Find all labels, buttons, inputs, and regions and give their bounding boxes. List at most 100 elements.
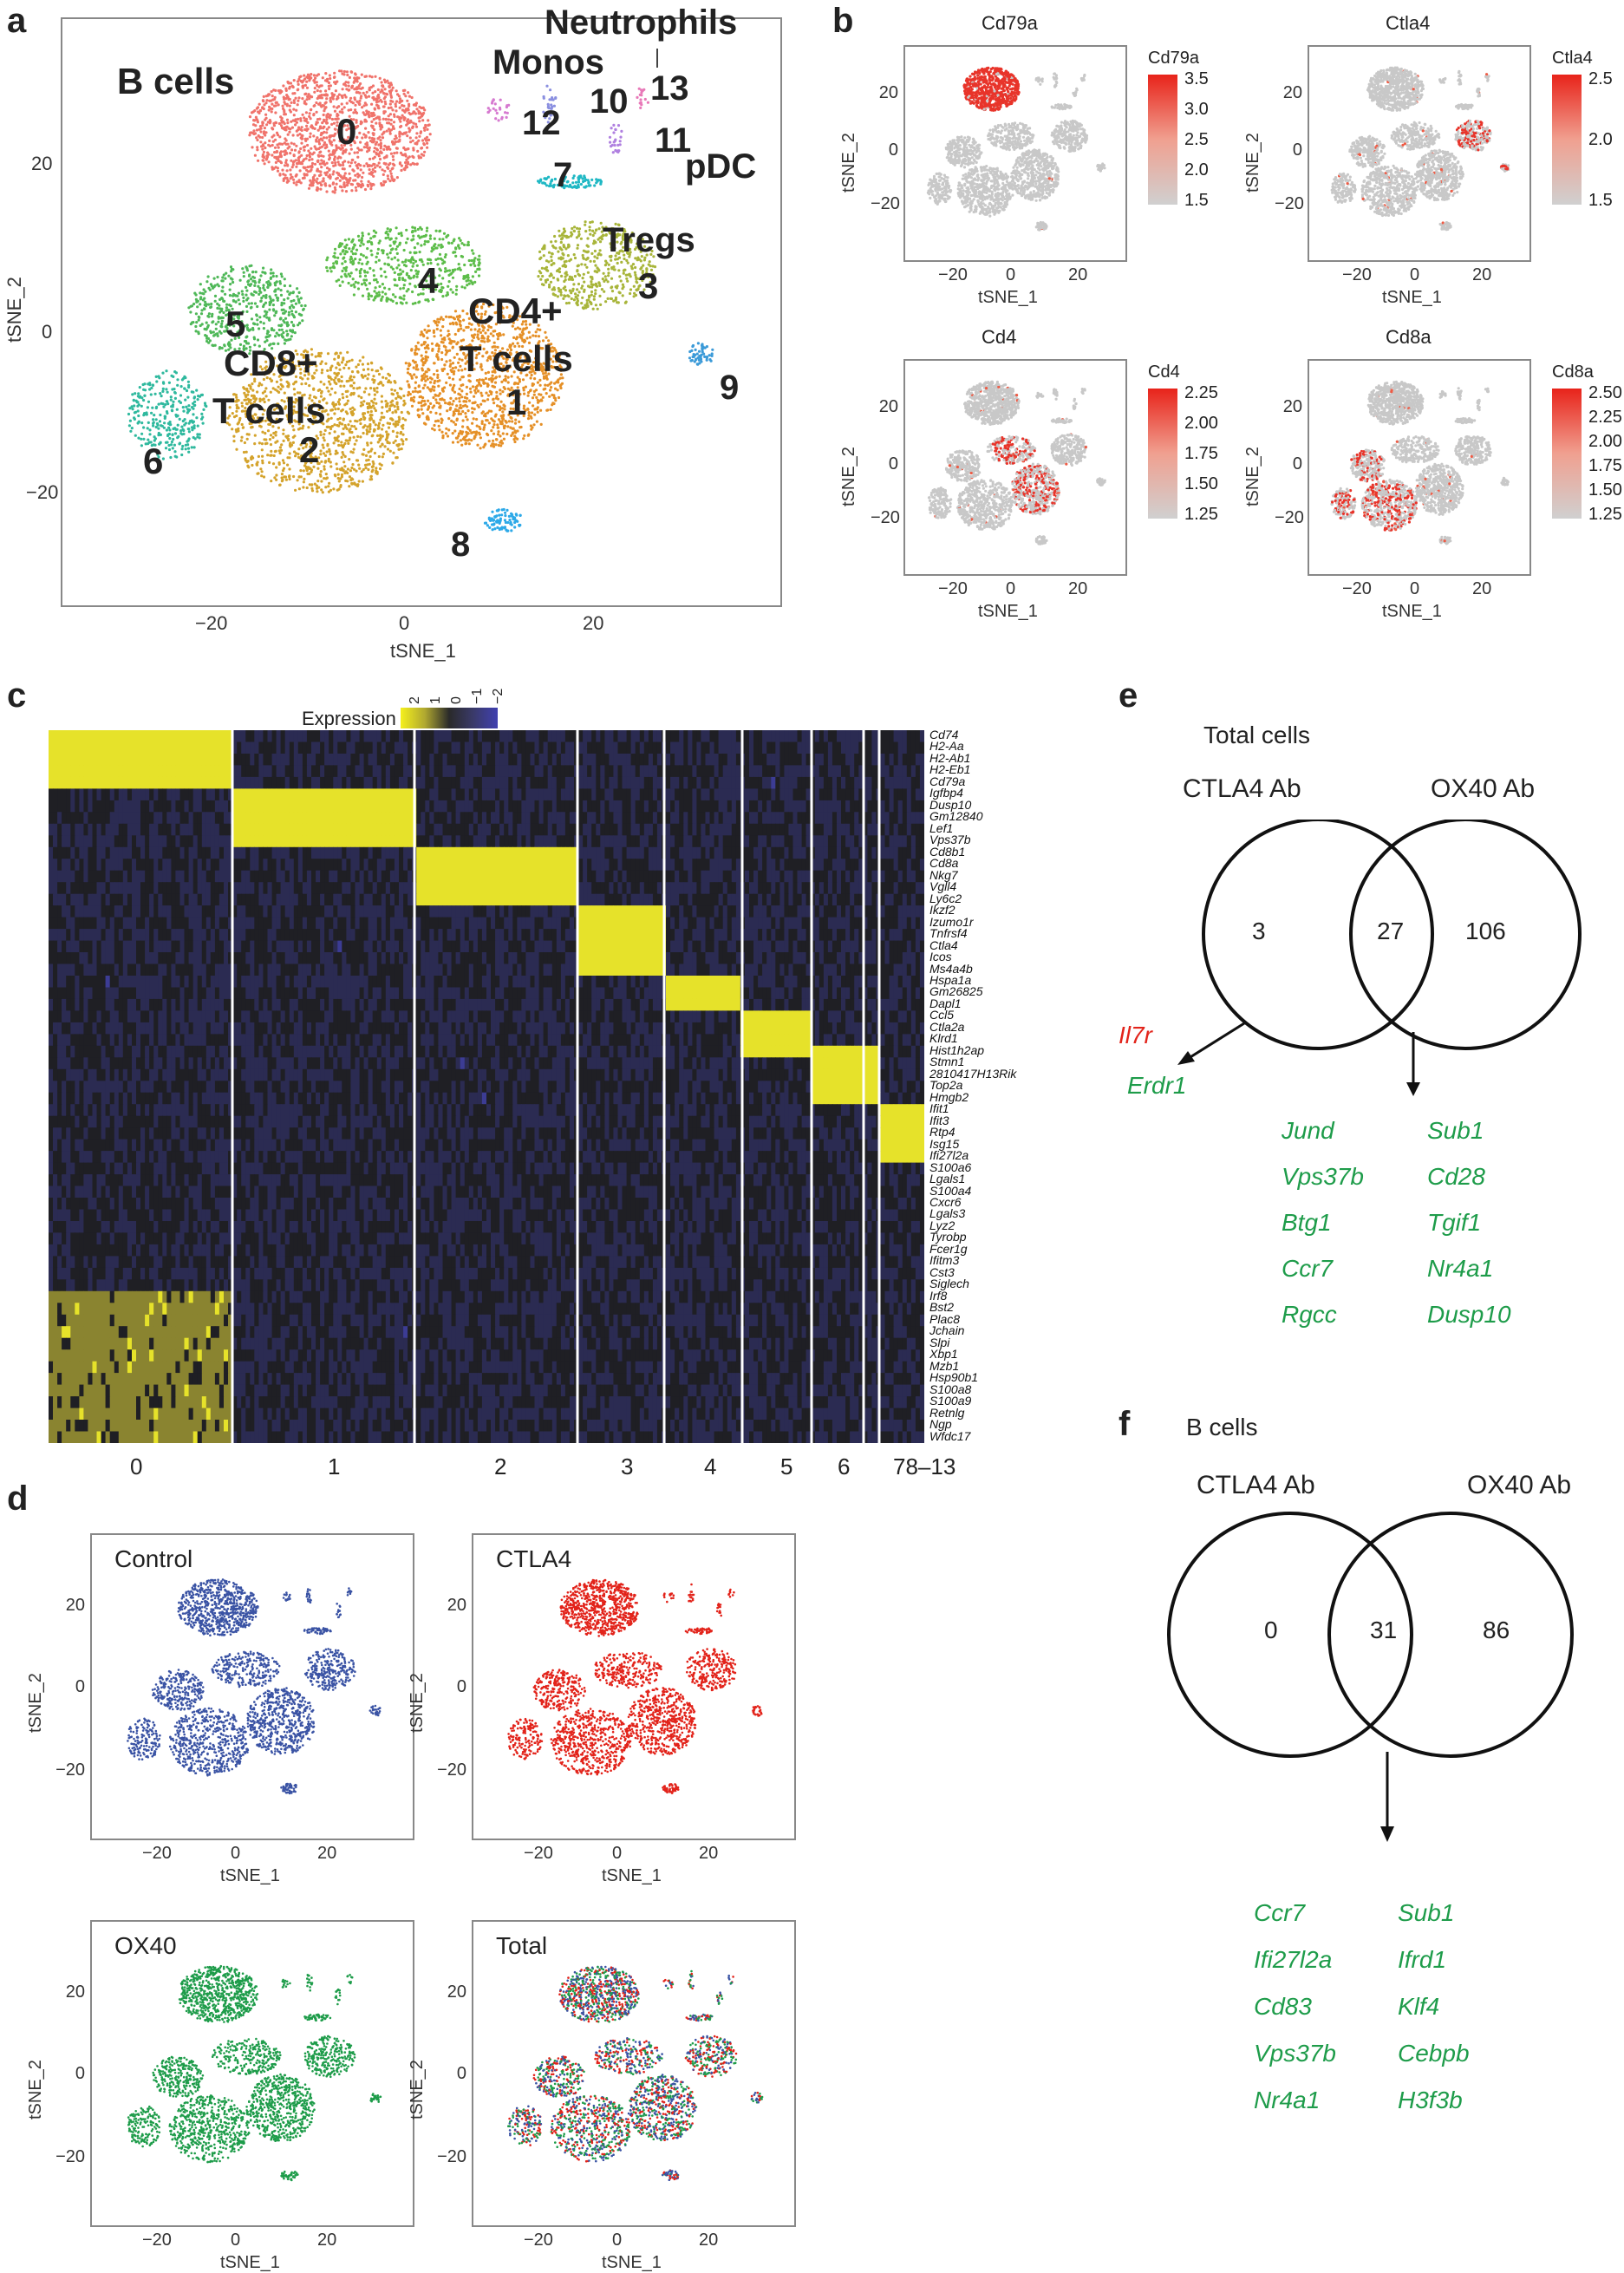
tsne-point (370, 75, 374, 79)
tsne-point (320, 480, 323, 483)
tsne-point (477, 264, 480, 267)
tsne-point (391, 154, 395, 159)
tsne-point (365, 109, 368, 113)
tsne-point (340, 144, 343, 147)
tsne-point (393, 278, 396, 281)
tsne-point (453, 268, 457, 271)
tsne-point (263, 271, 266, 275)
tsne-point (279, 289, 283, 292)
tsne-point (466, 426, 469, 429)
tsne-point (467, 258, 471, 263)
tsne-point (495, 390, 499, 394)
tsne-point (281, 168, 284, 172)
tsne-point (621, 287, 624, 291)
tsne-point (431, 348, 434, 351)
tsne-point (279, 142, 283, 146)
tsne-point (262, 475, 266, 479)
tsne-point (345, 427, 349, 430)
tsne-point (387, 232, 390, 237)
tsne-point (436, 317, 440, 321)
tsne-point (360, 417, 363, 421)
tsne-point (559, 386, 563, 390)
tsne-point (473, 401, 477, 404)
tsne-point (497, 433, 500, 436)
tsne-point (289, 110, 292, 114)
tsne-point (234, 294, 238, 297)
tsne-point (631, 263, 636, 266)
tsne-point (567, 301, 571, 304)
tsne-point (316, 128, 320, 132)
tsne-point (242, 450, 246, 454)
tsne-point (405, 290, 408, 293)
tsne-point (355, 119, 358, 122)
tsne-point (386, 433, 389, 436)
tsne-point (594, 304, 598, 307)
tsne-point (381, 89, 384, 93)
tsne-point (550, 258, 553, 263)
tsne-point (402, 294, 406, 297)
tsne-point (303, 304, 307, 308)
tsne-point (564, 302, 569, 305)
tsne-point (217, 284, 220, 288)
tsne-point (390, 388, 394, 391)
tsne-point (457, 329, 460, 333)
tsne-point (538, 328, 542, 331)
tsne-point (395, 147, 398, 150)
tsne-point (268, 318, 271, 322)
tsne-point (290, 304, 294, 307)
tsne-point (306, 95, 310, 99)
tsne-point (533, 413, 537, 416)
tsne-point (199, 283, 202, 286)
tsne-point (486, 356, 490, 360)
tsne-point (368, 428, 372, 431)
tsne-point (386, 174, 389, 178)
tsne-point (523, 392, 526, 395)
tsne-point (274, 166, 277, 169)
tsne-point (342, 73, 346, 76)
tsne-point (256, 138, 259, 142)
tsne-point (527, 433, 531, 436)
tsne-point (275, 466, 278, 469)
tsne-point (333, 430, 336, 434)
tsne-point (325, 97, 329, 101)
tsne-point (372, 118, 375, 121)
tsne-point (364, 387, 368, 390)
tsne-point (342, 366, 346, 369)
tsne-point (549, 408, 552, 411)
tsne-point (480, 394, 484, 397)
tsne-point (348, 439, 351, 442)
tsne-point (343, 403, 347, 407)
tsne-point (238, 278, 242, 282)
tsne-point (328, 184, 331, 187)
tsne-point (280, 476, 284, 480)
tsne-point (257, 454, 260, 458)
tsne-point (327, 425, 330, 428)
tsne-point (319, 433, 323, 437)
tsne-point (347, 272, 350, 276)
tsne-point (329, 96, 332, 100)
tsne-point (221, 316, 225, 320)
tsne-point (431, 297, 434, 301)
tsne-point (306, 472, 310, 476)
tsne-point (455, 404, 459, 408)
tsne-point (315, 110, 318, 114)
tsne-point (335, 144, 338, 147)
tsne-point (458, 387, 461, 391)
tsne-point (455, 315, 460, 318)
tsne-point (420, 354, 423, 357)
tsne-point (624, 300, 628, 304)
tsne-point (346, 467, 349, 471)
tsne-point (429, 389, 433, 393)
tsne-point (389, 381, 393, 384)
tsne-point (334, 391, 337, 395)
tsne-point (625, 277, 629, 280)
tsne-point (240, 290, 244, 293)
tsne-point (492, 420, 496, 423)
tsne-point (242, 347, 245, 350)
tsne-point (404, 241, 408, 245)
tsne-point (262, 266, 265, 270)
tsne-point (364, 284, 368, 287)
tsne-point (366, 363, 370, 366)
tsne-point (386, 121, 389, 125)
tsne-point (362, 356, 365, 359)
